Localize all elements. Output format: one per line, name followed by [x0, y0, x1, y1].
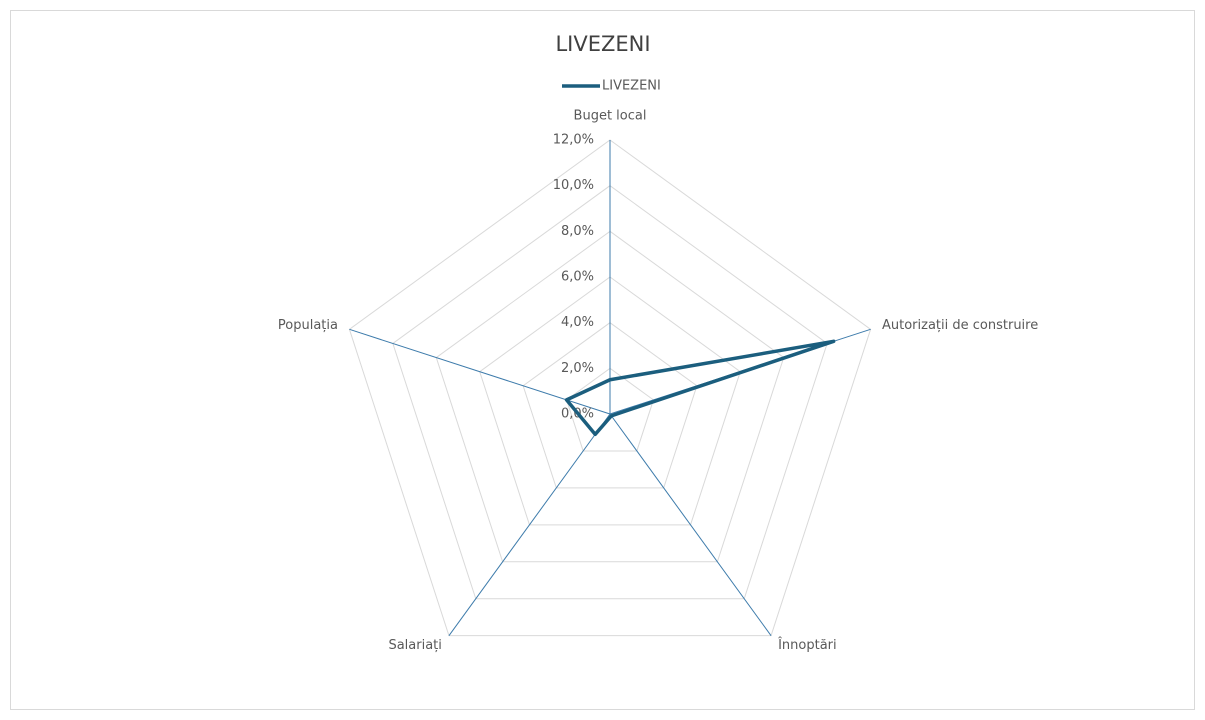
grid-line	[392, 185, 828, 600]
y-tick-label: 6,0%	[561, 270, 594, 285]
category-label: Salariați	[388, 638, 441, 653]
y-tick-label: 8,0%	[561, 224, 594, 239]
y-tick-label: 2,0%	[561, 361, 594, 376]
axis-line	[448, 413, 611, 636]
category-label: Buget local	[574, 109, 647, 124]
grid-line	[435, 230, 785, 563]
series-line	[564, 339, 836, 437]
y-tick-label: 12,0%	[553, 133, 594, 148]
chart-frame	[10, 10, 1195, 710]
legend-label: LIVEZENI	[602, 79, 661, 94]
chart-title: LIVEZENI	[555, 32, 650, 56]
category-label: Autorizații de construire	[882, 318, 1038, 333]
y-tick-label: 4,0%	[561, 315, 594, 330]
grid-line	[348, 139, 872, 637]
y-tick-label: 10,0%	[553, 178, 594, 193]
grid-line	[479, 276, 741, 526]
grid-line	[522, 322, 698, 489]
category-label: Înnoptări	[777, 637, 837, 653]
category-label: Populația	[278, 318, 338, 333]
axis-line	[609, 413, 772, 636]
